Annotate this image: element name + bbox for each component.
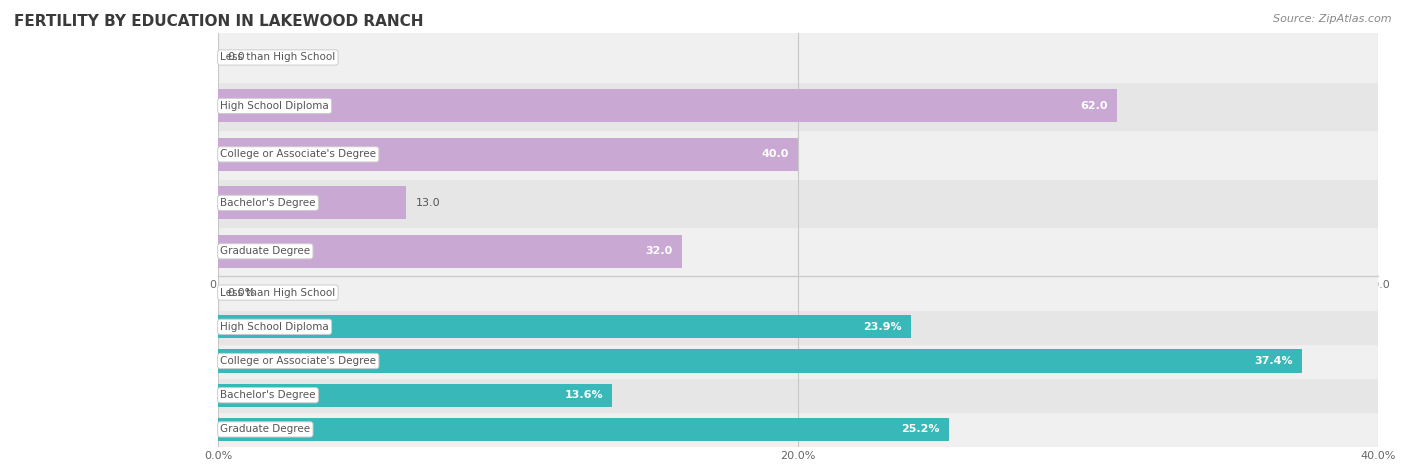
Text: Less than High School: Less than High School [221, 52, 336, 63]
Bar [218, 310, 1378, 344]
Bar [218, 235, 682, 268]
Bar [218, 82, 1378, 130]
Text: College or Associate's Degree: College or Associate's Degree [221, 356, 377, 366]
Bar [218, 418, 949, 441]
Text: Bachelor's Degree: Bachelor's Degree [221, 198, 316, 208]
Bar [218, 315, 911, 338]
Text: FERTILITY BY EDUCATION IN LAKEWOOD RANCH: FERTILITY BY EDUCATION IN LAKEWOOD RANCH [14, 14, 423, 29]
Text: Graduate Degree: Graduate Degree [221, 424, 311, 435]
Bar [218, 412, 1378, 446]
Text: Bachelor's Degree: Bachelor's Degree [221, 390, 316, 400]
Bar [218, 186, 406, 219]
Bar [218, 276, 1378, 310]
Text: 23.9%: 23.9% [863, 322, 901, 332]
Text: High School Diploma: High School Diploma [221, 322, 329, 332]
Bar [218, 89, 1116, 123]
Bar [218, 138, 799, 171]
Bar [218, 344, 1378, 378]
Text: 13.0: 13.0 [416, 198, 440, 208]
Text: Source: ZipAtlas.com: Source: ZipAtlas.com [1274, 14, 1392, 24]
Text: 0.0: 0.0 [228, 52, 245, 63]
Text: 62.0: 62.0 [1080, 101, 1108, 111]
Bar [218, 350, 1302, 372]
Text: 37.4%: 37.4% [1254, 356, 1294, 366]
Bar [218, 378, 1378, 412]
Text: 25.2%: 25.2% [901, 424, 939, 435]
Bar [218, 179, 1378, 227]
Text: College or Associate's Degree: College or Associate's Degree [221, 149, 377, 160]
Text: Graduate Degree: Graduate Degree [221, 246, 311, 256]
Text: High School Diploma: High School Diploma [221, 101, 329, 111]
Bar [218, 33, 1378, 82]
Bar [218, 130, 1378, 179]
Bar [218, 227, 1378, 276]
Text: 13.6%: 13.6% [564, 390, 603, 400]
Text: 40.0: 40.0 [761, 149, 789, 160]
Text: 32.0: 32.0 [645, 246, 672, 256]
Bar [218, 384, 613, 407]
Text: 0.0%: 0.0% [228, 287, 256, 298]
Text: Less than High School: Less than High School [221, 287, 336, 298]
